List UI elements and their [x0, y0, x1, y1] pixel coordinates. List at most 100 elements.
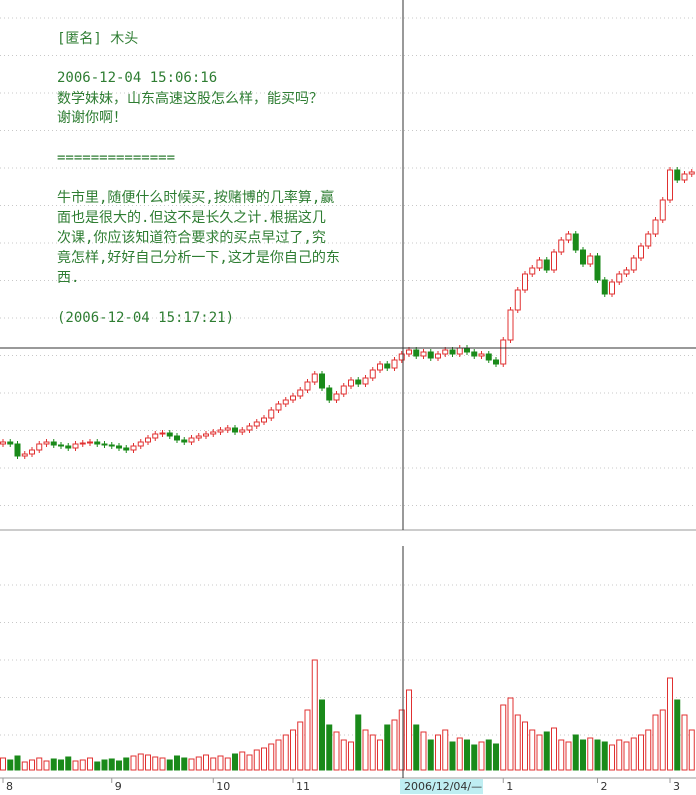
candle-body [137, 441, 144, 447]
volume-bar [304, 709, 311, 771]
volume-bar [667, 677, 673, 771]
volume-bar [297, 721, 304, 771]
candle-body [558, 239, 565, 253]
volume-bar [616, 739, 623, 771]
candle-body [174, 435, 180, 441]
question-time: 2006-12-04 15:06:16 [57, 70, 217, 86]
x-tick-label: 2 [601, 780, 608, 793]
candle-body [398, 353, 405, 361]
volume-bar [456, 737, 463, 771]
volume-bar [551, 727, 557, 771]
candle-body [551, 251, 557, 271]
volume-bar [471, 744, 478, 771]
question-line: 数学妹妹，山东高速这股怎么样，能买吗？ [57, 90, 323, 107]
volume-bar [674, 699, 681, 771]
volume-bar [638, 734, 644, 771]
candle-body [326, 387, 333, 401]
volume-bar [485, 739, 492, 771]
candle-body [427, 351, 434, 359]
answer-line: 面也是很大的.但这不是长久之计.根据这几 [57, 209, 326, 226]
volume-bar [123, 757, 130, 771]
volume-bar [348, 741, 354, 771]
volume-bar [239, 751, 246, 771]
volume-bar [29, 759, 35, 771]
volume-bar [572, 734, 579, 771]
volume-bar [362, 729, 369, 771]
candle-body [674, 169, 681, 181]
candle-body [224, 427, 231, 431]
volume-bar [174, 755, 180, 771]
x-tick-label: 10 [216, 780, 230, 793]
candle-body [362, 377, 369, 385]
x-tick-label: 9 [115, 780, 122, 793]
x-tick-label: 3 [673, 780, 680, 793]
volume-bar [681, 714, 688, 771]
question-line: 谢谢你啊！ [57, 110, 127, 126]
volume-bar [565, 741, 572, 771]
candle-body [210, 431, 217, 435]
volume-bar [290, 729, 296, 771]
candle-body [413, 349, 420, 357]
volume-bar [319, 699, 325, 771]
volume-bar [580, 739, 586, 771]
volume-bar [217, 755, 224, 771]
volume-bar [500, 704, 507, 771]
candle-body [391, 359, 398, 369]
candle-body [514, 289, 521, 311]
candle-body [543, 259, 550, 271]
volume-bar [0, 757, 6, 771]
candle-body [493, 359, 499, 365]
volume-bar [435, 734, 441, 771]
volume-bar [166, 759, 173, 771]
crosshair-date: 2006/12/04/— [404, 780, 482, 793]
volume-bar [195, 756, 202, 771]
candle-body [384, 363, 391, 369]
volume-bar [333, 731, 340, 771]
candle-body [507, 309, 514, 341]
answer-line: 次课,你应该知道符合要求的买点早过了,究 [57, 229, 326, 246]
volume-bar [224, 757, 231, 771]
volume-bar [181, 757, 188, 771]
candle-body [7, 441, 14, 445]
volume-bar [420, 731, 427, 771]
volume-bar [623, 741, 630, 771]
volume-bar [536, 734, 543, 771]
candle-body [50, 441, 57, 446]
candle-body [145, 437, 151, 443]
candle-body [369, 369, 376, 379]
candle-body [304, 381, 311, 391]
candle-body [659, 199, 666, 221]
volume-bar [268, 743, 275, 771]
volume-bar [152, 756, 159, 771]
author: [匿名] 木头 [57, 31, 138, 47]
candle-body [246, 425, 253, 431]
volume-bar [398, 709, 405, 771]
candle-body [79, 442, 86, 445]
volume-bar [87, 757, 93, 771]
volume-bar [449, 741, 456, 771]
candle-body [500, 339, 507, 365]
volume-bar [543, 731, 550, 771]
candle-body [311, 373, 318, 383]
volume-bar [58, 759, 64, 771]
volume-bar [21, 761, 28, 771]
candle-body [594, 255, 601, 281]
volume-bar [203, 754, 209, 771]
candle-body [43, 441, 50, 445]
candle-body [572, 233, 579, 251]
candle-body [232, 427, 238, 433]
candle-body [355, 379, 362, 385]
candle-body [72, 443, 79, 449]
candle-body [667, 169, 673, 201]
volume-bar [116, 760, 122, 771]
candle-body [195, 435, 202, 439]
candle-body [203, 433, 209, 437]
candle-body [217, 429, 224, 433]
volume-bar [14, 755, 21, 771]
candle-body [645, 233, 652, 247]
candle-body [435, 353, 441, 359]
candle-body [282, 399, 289, 405]
volume-bar [645, 729, 652, 771]
crosshair-date-box [400, 779, 483, 794]
volume-bar [355, 714, 362, 771]
